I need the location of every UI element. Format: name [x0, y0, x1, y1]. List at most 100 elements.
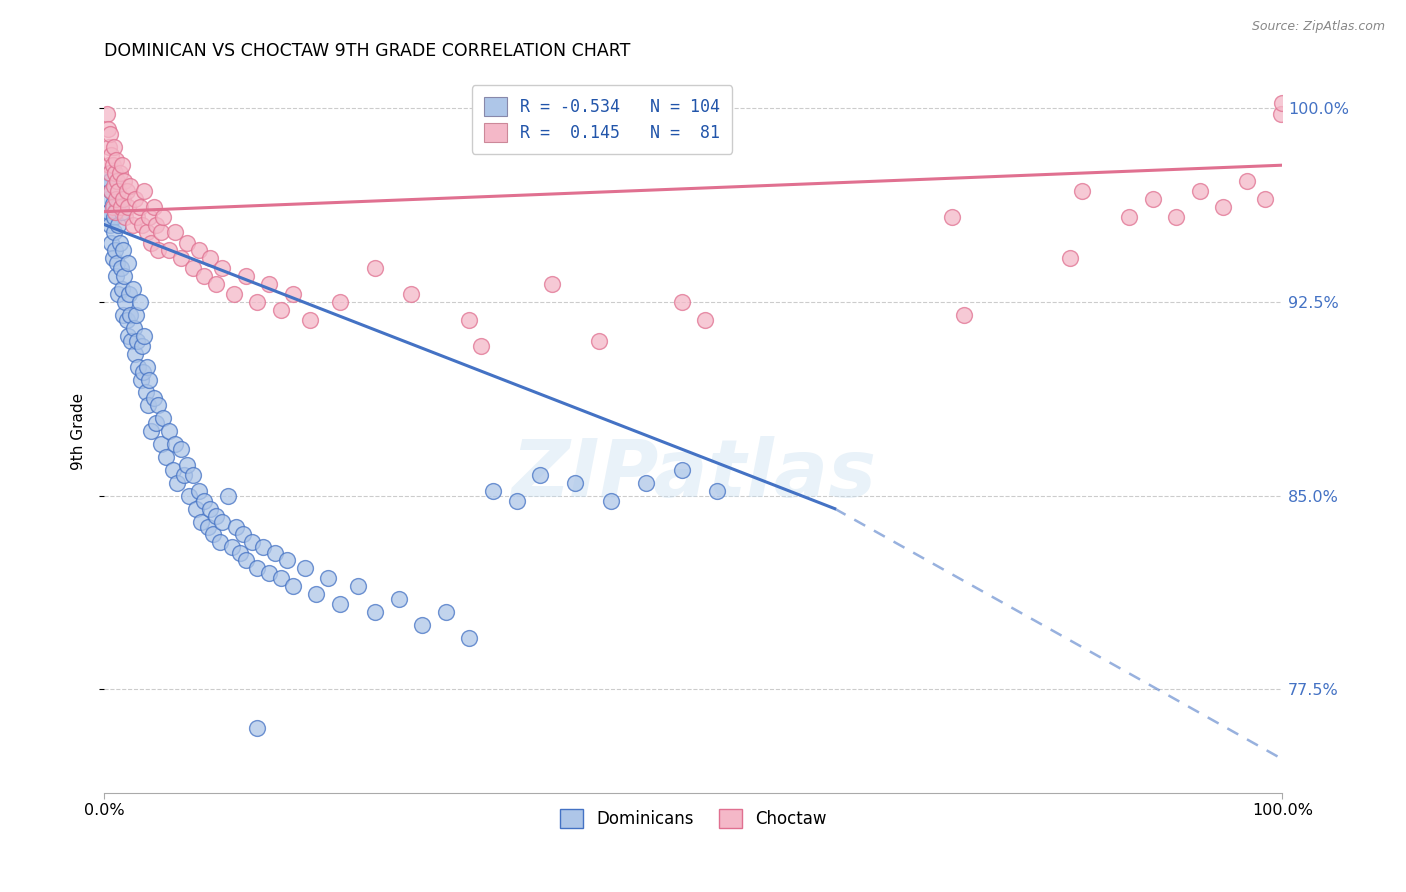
Point	[329, 597, 352, 611]
Point	[316, 571, 339, 585]
Point	[98, 166, 121, 180]
Point	[1212, 200, 1234, 214]
Point	[100, 148, 122, 162]
Text: Source: ZipAtlas.com: Source: ZipAtlas.com	[1251, 20, 1385, 33]
Point	[693, 313, 716, 327]
Point	[458, 631, 481, 645]
Point	[131, 218, 153, 232]
Point	[588, 334, 610, 348]
Point	[179, 489, 201, 503]
Point	[225, 519, 247, 533]
Point	[115, 184, 138, 198]
Point	[246, 295, 269, 310]
Point	[97, 210, 120, 224]
Point	[541, 277, 564, 291]
Point	[181, 468, 204, 483]
Point	[1188, 184, 1211, 198]
Point	[276, 553, 298, 567]
Point	[132, 365, 155, 379]
Point	[176, 458, 198, 472]
Point	[135, 225, 157, 239]
Point	[103, 140, 125, 154]
Point	[162, 463, 184, 477]
Point	[97, 122, 120, 136]
Point	[131, 339, 153, 353]
Point	[101, 158, 124, 172]
Point	[101, 251, 124, 265]
Point	[205, 509, 228, 524]
Point	[157, 244, 180, 258]
Point	[141, 235, 163, 250]
Point	[193, 269, 215, 284]
Point	[200, 501, 222, 516]
Point	[205, 277, 228, 291]
Point	[117, 256, 139, 270]
Point	[1118, 210, 1140, 224]
Point	[148, 244, 170, 258]
Point	[399, 287, 422, 301]
Point	[98, 204, 121, 219]
Point	[124, 192, 146, 206]
Point	[108, 235, 131, 250]
Point	[112, 308, 135, 322]
Point	[636, 475, 658, 490]
Point	[458, 313, 481, 327]
Point	[200, 251, 222, 265]
Point	[529, 468, 551, 483]
Point	[100, 184, 122, 198]
Point	[270, 302, 292, 317]
Point	[103, 178, 125, 193]
Point	[155, 450, 177, 464]
Point	[564, 475, 586, 490]
Text: DOMINICAN VS CHOCTAW 9TH GRADE CORRELATION CHART: DOMINICAN VS CHOCTAW 9TH GRADE CORRELATI…	[104, 42, 631, 60]
Point	[124, 347, 146, 361]
Point	[107, 218, 129, 232]
Point	[170, 442, 193, 457]
Point	[112, 174, 135, 188]
Point	[505, 494, 527, 508]
Point	[111, 282, 134, 296]
Point	[138, 210, 160, 224]
Point	[148, 398, 170, 412]
Point	[364, 261, 387, 276]
Point	[1271, 96, 1294, 111]
Point	[120, 334, 142, 348]
Point	[434, 605, 457, 619]
Point	[1236, 174, 1258, 188]
Point	[240, 535, 263, 549]
Point	[96, 106, 118, 120]
Point	[281, 287, 304, 301]
Point	[129, 372, 152, 386]
Point	[152, 210, 174, 224]
Point	[105, 174, 128, 188]
Point	[96, 178, 118, 193]
Point	[105, 153, 128, 167]
Point	[346, 579, 368, 593]
Point	[246, 721, 269, 735]
Point	[105, 192, 128, 206]
Point	[100, 184, 122, 198]
Point	[299, 313, 322, 327]
Point	[235, 269, 257, 284]
Point	[117, 328, 139, 343]
Point	[1059, 251, 1081, 265]
Point	[98, 158, 121, 172]
Legend: Dominicans, Choctaw: Dominicans, Choctaw	[553, 802, 834, 835]
Point	[222, 287, 245, 301]
Point	[176, 235, 198, 250]
Point	[125, 308, 148, 322]
Point	[145, 218, 167, 232]
Point	[110, 261, 132, 276]
Point	[127, 334, 149, 348]
Point	[120, 308, 142, 322]
Point	[470, 339, 492, 353]
Point	[257, 566, 280, 581]
Point	[706, 483, 728, 498]
Point	[329, 295, 352, 310]
Point	[270, 571, 292, 585]
Point	[388, 592, 411, 607]
Point	[232, 527, 254, 541]
Text: ZIPatlas: ZIPatlas	[510, 435, 876, 514]
Point	[1142, 192, 1164, 206]
Point	[411, 617, 433, 632]
